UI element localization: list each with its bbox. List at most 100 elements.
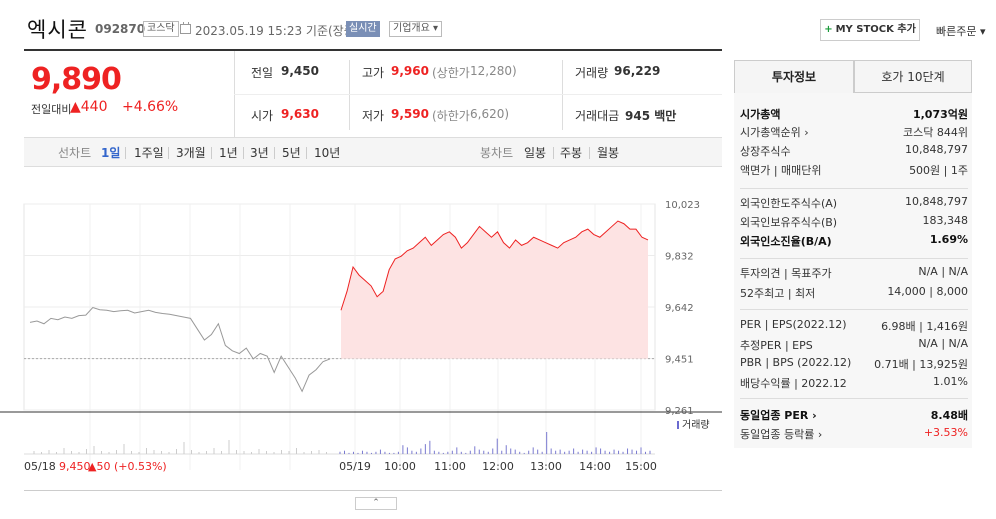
open-label: 시가 — [251, 109, 274, 123]
info-divider — [740, 258, 968, 259]
stock-name: 엑시콘 — [27, 18, 88, 42]
realtime-badge[interactable]: 실시간 — [346, 21, 380, 37]
chart-bottom-divider — [24, 490, 722, 491]
market-badge: 코스닥 — [143, 21, 179, 37]
volume-value: 96,229 — [614, 64, 661, 78]
period-separator — [306, 147, 307, 159]
stat-row-divider — [234, 94, 722, 95]
info-row-label: 외국인한도주식수(A) — [740, 197, 838, 210]
chart-area — [341, 221, 648, 359]
info-divider — [740, 188, 968, 189]
period-10y[interactable]: 10년 — [314, 146, 341, 160]
series-line-today — [340, 220, 649, 311]
volume-legend-mark — [677, 421, 679, 429]
info-row-label: PBR | BPS (2022.12) — [740, 356, 852, 369]
stat-divider — [562, 60, 563, 130]
high-label: 고가 — [362, 66, 385, 80]
info-divider — [740, 398, 968, 399]
info-row: 시가총액 1,073억원 — [740, 106, 968, 122]
company-overview-button[interactable]: 기업개요 ▾ — [389, 21, 442, 37]
info-row: PER | EPS(2022.12) 6.98배 | 1,416원 — [740, 318, 968, 333]
prev-compare-label: 전일대비 — [31, 103, 72, 116]
info-row-value: 183,348 — [922, 214, 969, 227]
info-row-label: 52주최고 | 최저 — [740, 287, 816, 300]
info-row-value: 1.69% — [929, 233, 968, 246]
period-1d[interactable]: 1일 — [101, 146, 121, 160]
info-row: 배당수익률 | 2022.12 1.01% — [740, 375, 968, 391]
y-tick-label: 9,642 — [665, 303, 694, 314]
chart-labels: 10,023 9,832 9,642 9,451 9,261 05/19 10:00 11:0… — [24, 200, 710, 473]
line-chart-label: 선차트 — [58, 146, 92, 160]
price-chart[interactable]: 10,023 9,832 9,642 9,451 9,261 05/19 10:00 11:0… — [0, 190, 730, 480]
candle-chart-label: 봉차트 — [480, 146, 514, 160]
lower-limit-label: (하한가 — [432, 109, 470, 123]
chart-period-bar — [24, 137, 722, 167]
add-mystock-button[interactable]: + MY STOCK 추가 — [820, 19, 920, 41]
x-tick-label: 12:00 — [482, 460, 514, 473]
investment-info-panel — [734, 93, 972, 448]
high-value: 9,960 — [391, 64, 429, 78]
upper-limit-value: 12,280) — [470, 64, 517, 78]
info-row: 투자의견 | 목표주가 N/A | N/A — [740, 265, 968, 281]
period-3m[interactable]: 3개월 — [176, 146, 206, 160]
info-row: 액면가 | 매매단위 500원 | 1주 — [740, 162, 968, 178]
prev-day-change: ▲50 (+0.53%) — [88, 460, 167, 473]
period-separator — [274, 147, 275, 159]
info-row: 추정PER | EPS N/A | N/A — [740, 337, 968, 353]
stat-divider — [349, 60, 350, 130]
info-row-label: 시가총액 — [740, 108, 781, 121]
period-separator — [243, 147, 244, 159]
y-tick-label: 10,023 — [665, 200, 700, 211]
tab-orderbook-10[interactable]: 호가 10단계 — [854, 60, 972, 93]
info-row-value: 10,848,797 — [905, 143, 968, 156]
info-row-label: 시가총액순위 › — [740, 126, 809, 139]
info-row-label: 배당수익률 | 2022.12 — [740, 377, 847, 390]
candle-daily[interactable]: 일봉 — [524, 146, 547, 160]
period-separator — [589, 147, 590, 159]
low-label: 저가 — [362, 109, 385, 123]
y-tick-label: 9,832 — [665, 252, 694, 263]
x-tick-label: 10:00 — [384, 460, 416, 473]
period-1w[interactable]: 1주일 — [134, 146, 164, 160]
volume-bars — [33, 432, 651, 454]
prev-close-value: 9,450 — [281, 64, 319, 78]
info-row-value: 10,848,797 — [905, 195, 968, 208]
period-1y[interactable]: 1년 — [219, 146, 238, 160]
info-row-value: 14,000 | 8,000 — [887, 285, 968, 298]
info-row-value: +3.53% — [923, 426, 968, 439]
lower-limit-value: 6,620) — [470, 107, 510, 121]
info-row: 동일업종 PER › 8.48배 — [740, 407, 968, 423]
info-row: 외국인보유주식수(B) 183,348 — [740, 214, 968, 230]
info-row: PBR | BPS (2022.12) 0.71배 | 13,925원 — [740, 356, 968, 371]
series-line-prev-day — [29, 306, 331, 393]
collapse-toggle-button[interactable]: ⌃ — [355, 497, 397, 510]
info-row: 외국인한도주식수(A) 10,848,797 — [740, 195, 968, 211]
tab-investment-info[interactable]: 투자정보 — [734, 60, 854, 93]
info-row-label: 추정PER | EPS — [740, 339, 813, 352]
info-row-label: PER | EPS(2022.12) — [740, 318, 847, 331]
header-divider — [24, 49, 722, 51]
timestamp: 2023.05.19 15:23 기준(장중) — [195, 24, 360, 38]
volume-label: 거래량 — [575, 66, 609, 80]
period-3y[interactable]: 3년 — [250, 146, 269, 160]
info-row-value: 6.98배 | 1,416원 — [881, 320, 968, 333]
plus-icon: + — [824, 24, 833, 35]
info-row-value: 500원 | 1주 — [909, 164, 968, 177]
low-value: 9,590 — [391, 107, 429, 121]
info-row: 시가총액순위 › 코스닥 844위 — [740, 124, 968, 140]
quick-order-button[interactable]: 빠른주문 ▾ — [936, 25, 986, 38]
info-row-label: 외국인소진율(B/A) — [740, 235, 832, 248]
info-row-value: 0.71배 | 13,925원 — [874, 358, 968, 371]
period-separator — [553, 147, 554, 159]
candle-monthly[interactable]: 월봉 — [597, 146, 620, 160]
period-5y[interactable]: 5년 — [282, 146, 301, 160]
info-row: 52주최고 | 최저 14,000 | 8,000 — [740, 285, 968, 301]
amount-value: 945 백만 — [625, 109, 677, 123]
info-row-value: 8.48배 — [930, 409, 968, 422]
info-row-label: 액면가 | 매매단위 — [740, 164, 822, 177]
y-tick-label: 9,451 — [665, 355, 694, 366]
candle-weekly[interactable]: 주봉 — [560, 146, 583, 160]
x-tick-label: 15:00 — [625, 460, 657, 473]
info-row-value: 1.01% — [933, 375, 968, 388]
stock-code: 092870 — [95, 22, 146, 36]
